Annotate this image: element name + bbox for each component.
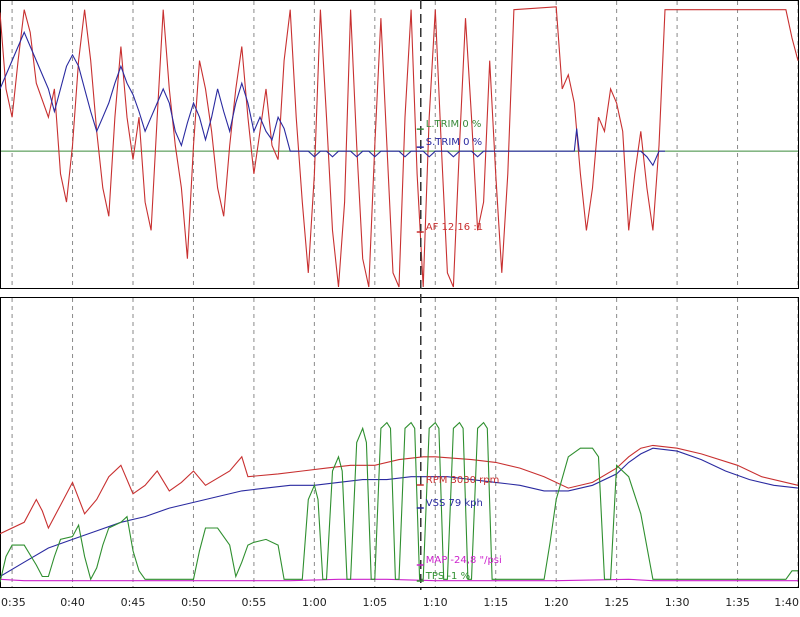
series-strim-line (0, 30, 665, 167)
series-vss-line (0, 447, 799, 577)
x-tick-label-3: 0:50 (181, 596, 206, 609)
bottom-panel-frame (0, 297, 799, 588)
readout-strim: L.TRIM 0 % (426, 119, 482, 130)
readout-af: AF 12,16 :1 (426, 222, 483, 233)
readout-tps: TPS -1 % (425, 571, 470, 582)
x-tick-label-12: 1:35 (725, 596, 750, 609)
series-map-line (0, 578, 798, 582)
x-tick-label-11: 1:30 (665, 596, 690, 609)
readout-rpm: RPM 3030 rpm (426, 475, 500, 486)
readout-strim: S.TRIM 0 % (426, 137, 482, 148)
series-tps-line (0, 421, 798, 583)
x-tick-label-10: 1:25 (604, 596, 629, 609)
x-tick-label-5: 1:00 (302, 596, 327, 609)
readout-vss: VSS 79 kph (426, 498, 483, 509)
series-af-line (0, 6, 799, 288)
x-tick-label-1: 0:40 (60, 596, 85, 609)
x-axis-ticks: 0:35 0:40 0:45 0:50 0:55 1:00 1:05 1:10 1:15 1:20… (1, 596, 799, 609)
bottom-panel (0, 297, 799, 588)
x-tick-label-0: 0:35 (1, 596, 26, 609)
series-rpm-line (0, 444, 799, 535)
readout-map: MAP -24,8 "/psi (426, 555, 502, 566)
top-panel-frame (0, 0, 799, 289)
x-tick-label-2: 0:45 (121, 596, 146, 609)
x-tick-label-4: 0:55 (242, 596, 267, 609)
top-panel (0, 0, 799, 289)
x-tick-label-6: 1:05 (362, 596, 387, 609)
x-tick-label-7: 1:10 (423, 596, 448, 609)
x-tick-label-13: 1:40 (774, 596, 799, 609)
x-tick-label-8: 1:15 (483, 596, 508, 609)
x-tick-label-9: 1:20 (544, 596, 569, 609)
